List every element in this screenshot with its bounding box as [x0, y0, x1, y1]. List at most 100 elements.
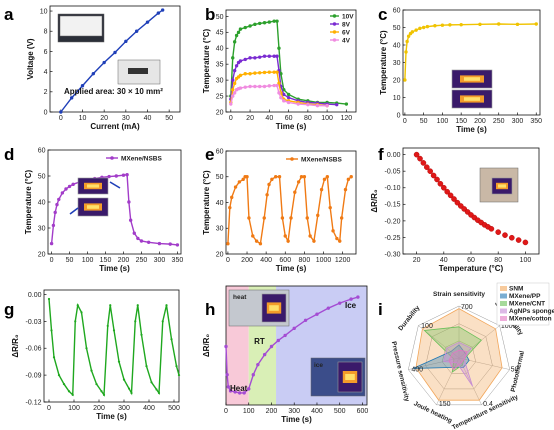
data-point: [248, 24, 252, 28]
data-point: [122, 378, 126, 381]
y-tick-label: 50: [216, 14, 224, 21]
data-point: [276, 338, 281, 343]
data-point: [315, 312, 319, 316]
radar-axis-value: 150: [439, 401, 451, 408]
data-point: [102, 60, 106, 65]
legend-entry: 8V: [342, 21, 351, 28]
legend-marker: [332, 38, 337, 42]
data-point: [258, 84, 262, 89]
data-point: [335, 236, 339, 241]
data-point: [146, 240, 151, 244]
data-point: [502, 232, 508, 238]
y-tick-label: 0: [44, 109, 48, 116]
data-point: [275, 19, 279, 23]
data-point: [127, 387, 131, 390]
radar-series: [415, 308, 503, 401]
plot-frame-d: [47, 149, 182, 255]
radar-series: [423, 326, 482, 373]
data-point: [447, 192, 454, 199]
y-tick-label: -0.06: [26, 346, 42, 353]
y-tick-label: 20: [38, 251, 46, 258]
legend-swatch: [500, 293, 507, 299]
x-axis-label: Time (s): [276, 264, 307, 273]
data-point: [274, 175, 278, 179]
data-point: [67, 184, 72, 189]
y-axis-label: Temperature (°C): [202, 28, 211, 93]
inset-label-heat: heat: [233, 294, 247, 301]
panel-label-d: d: [4, 145, 14, 164]
data-point: [69, 96, 74, 100]
annotation-text: Applied area: 30 × 10 mm²: [64, 87, 163, 96]
legend-entry: SNM: [509, 286, 523, 293]
data-point: [440, 184, 447, 191]
data-point: [275, 54, 279, 58]
data-point: [71, 393, 74, 396]
data-point: [262, 21, 267, 25]
data-point: [62, 382, 66, 386]
data-point: [325, 175, 330, 179]
y-tick-label: 40: [393, 42, 401, 49]
x-tick-label: 60: [467, 257, 475, 264]
data-point: [325, 103, 329, 108]
x-tick-label: 40: [144, 115, 152, 122]
data-point: [64, 187, 68, 191]
y-tick-label: -0.05: [385, 169, 401, 176]
y-tick-label: 0.00: [387, 152, 401, 159]
data-point: [349, 175, 353, 179]
data-point: [145, 365, 148, 368]
data-point: [91, 71, 96, 76]
x-tick-label: 120: [341, 115, 353, 122]
data-point: [277, 175, 282, 179]
data-point: [232, 68, 237, 73]
legend-swatch: [500, 308, 507, 314]
x-tick-label: 200: [118, 257, 130, 264]
data-point: [224, 344, 228, 349]
data-point: [349, 297, 353, 301]
data-point: [95, 382, 98, 386]
data-point: [282, 92, 286, 97]
data-point: [299, 175, 304, 179]
y-tick-label: 40: [216, 46, 224, 53]
y-axis-label: ΔR/R₀: [11, 334, 20, 358]
data-point: [319, 187, 324, 192]
data-point: [417, 155, 423, 162]
x-tick-label: 20: [246, 115, 254, 122]
panel-label-b: b: [205, 5, 215, 24]
x-tick-label: 400: [260, 257, 272, 264]
data-point: [237, 391, 242, 395]
radar-grid: [425, 323, 493, 390]
data-point: [315, 103, 320, 108]
x-tick-label: 250: [136, 257, 148, 264]
series-line: [48, 298, 180, 397]
data-point: [488, 226, 495, 232]
data-point: [157, 241, 162, 246]
data-point: [155, 388, 158, 391]
data-point: [405, 39, 409, 44]
data-point: [293, 190, 297, 194]
data-point: [228, 389, 233, 393]
radar-axis-value: 700: [461, 304, 473, 311]
y-tick-label: 40: [38, 199, 46, 206]
legend-entry: 6V: [342, 29, 351, 36]
data-point: [279, 95, 283, 100]
x-tick-label: 300: [154, 257, 166, 264]
legend-swatch: [500, 286, 507, 291]
radar-series: [443, 341, 473, 387]
data-point: [175, 365, 178, 368]
data-point: [253, 84, 257, 89]
data-point: [243, 72, 247, 76]
y-tick-label: 60: [393, 7, 401, 14]
legend-entry: 4V: [342, 37, 351, 44]
x-tick-label: 600: [357, 408, 369, 415]
power-supply-panel: [59, 15, 103, 37]
plot-frame-g: [43, 289, 180, 403]
data-point: [130, 391, 133, 395]
data-point: [74, 320, 77, 323]
radar-grid: [408, 305, 510, 406]
data-point: [272, 83, 276, 88]
data-point: [145, 20, 150, 24]
data-point: [256, 362, 260, 367]
panel-label-f: f: [378, 145, 384, 164]
